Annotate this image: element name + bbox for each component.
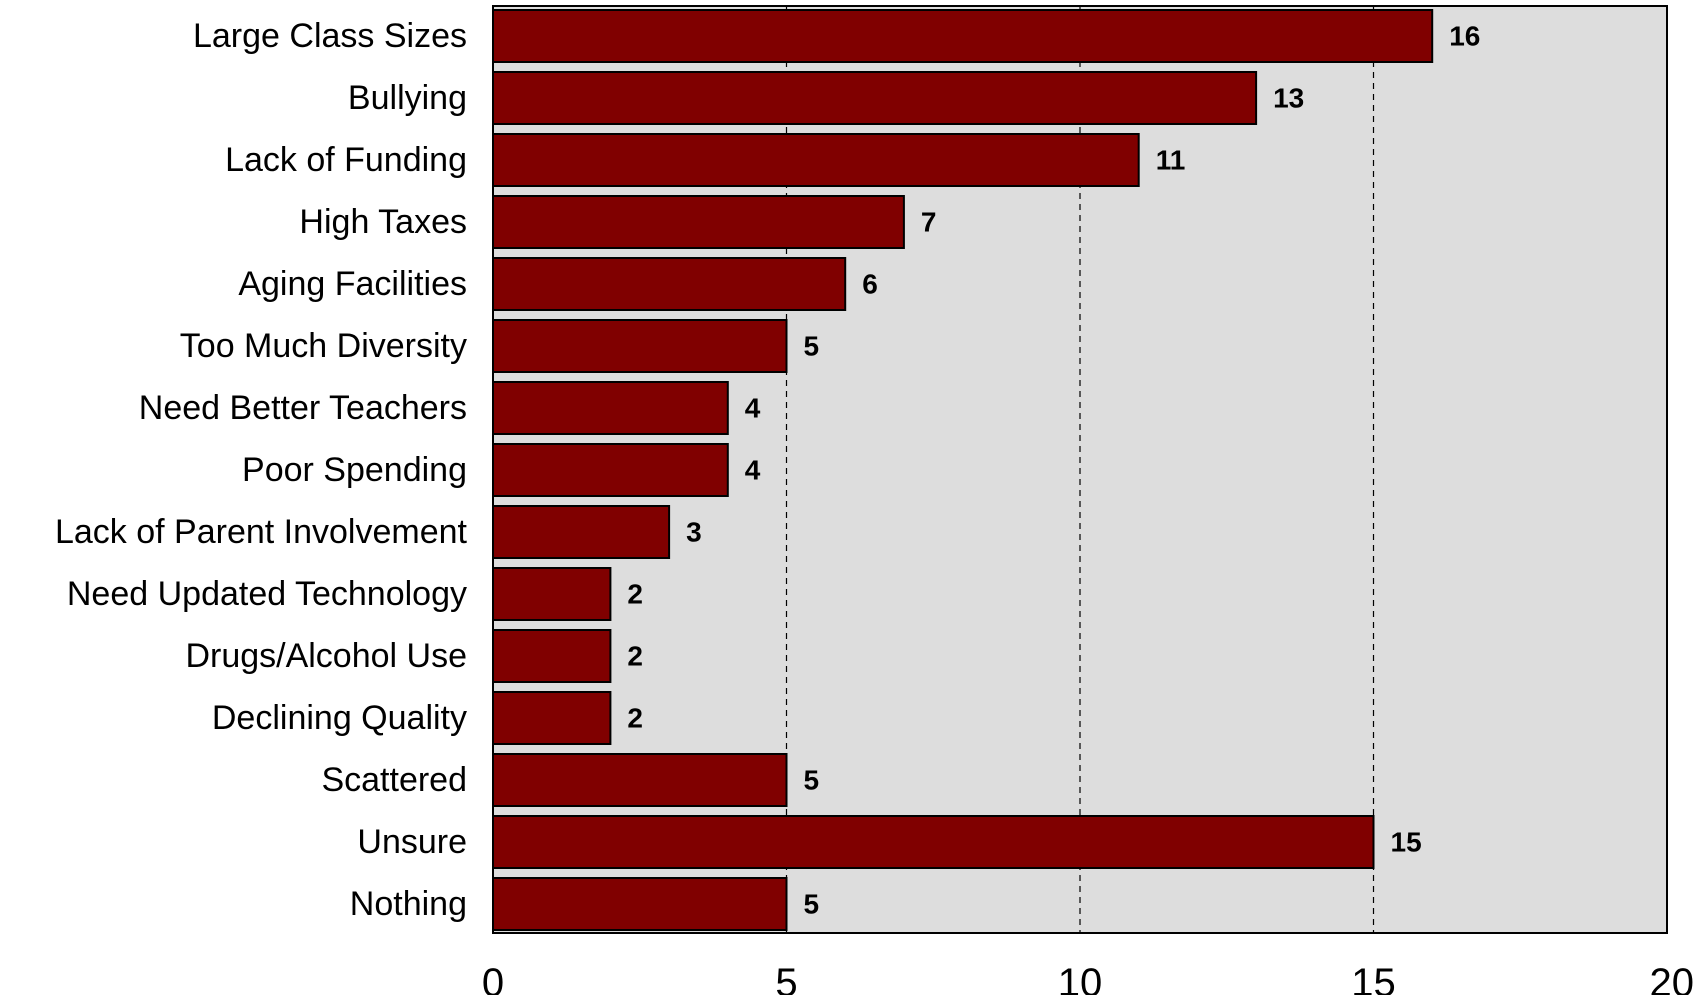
bars-group bbox=[492, 9, 1434, 931]
bar bbox=[492, 877, 788, 931]
category-label: Unsure bbox=[357, 823, 467, 861]
bar bbox=[492, 815, 1375, 869]
data-label: 5 bbox=[804, 765, 820, 796]
bar bbox=[492, 257, 847, 311]
category-label: Scattered bbox=[321, 761, 467, 799]
category-label: Need Updated Technology bbox=[67, 575, 467, 613]
data-label: 3 bbox=[686, 517, 702, 548]
category-label: Declining Quality bbox=[212, 699, 467, 737]
data-label: 16 bbox=[1449, 21, 1480, 52]
category-label: Lack of Parent Involvement bbox=[55, 513, 468, 551]
bar bbox=[492, 567, 612, 621]
x-tick-labels-group: 0 5 10 15 20 bbox=[482, 961, 1694, 995]
data-label: 11 bbox=[1156, 145, 1186, 176]
x-tick-label: 10 bbox=[1058, 961, 1103, 995]
bar bbox=[492, 381, 729, 435]
bar bbox=[492, 443, 729, 497]
x-tick-label: 5 bbox=[775, 961, 797, 995]
category-label: Too Much Diversity bbox=[180, 327, 467, 365]
category-label: Nothing bbox=[350, 885, 467, 923]
data-label: 2 bbox=[627, 579, 643, 610]
data-label: 4 bbox=[745, 455, 761, 486]
plot-frame-group bbox=[492, 5, 1668, 934]
plot-frame bbox=[492, 5, 1668, 934]
data-label: 2 bbox=[627, 641, 643, 672]
category-label: Poor Spending bbox=[242, 451, 467, 489]
data-label: 13 bbox=[1273, 83, 1304, 114]
category-labels-group: Large Class Sizes Bullying Lack of Funding… bbox=[55, 17, 468, 923]
category-label: Bullying bbox=[348, 79, 467, 117]
bar bbox=[492, 9, 1434, 63]
category-label: High Taxes bbox=[299, 203, 467, 241]
data-label: 2 bbox=[627, 703, 643, 734]
bar bbox=[492, 319, 788, 373]
bar bbox=[492, 753, 788, 807]
x-tick-label: 0 bbox=[482, 961, 504, 995]
data-label: 5 bbox=[804, 889, 820, 920]
data-label: 4 bbox=[745, 393, 761, 424]
x-tick-label: 20 bbox=[1650, 961, 1695, 995]
bar bbox=[492, 629, 612, 683]
category-label: Large Class Sizes bbox=[193, 17, 467, 55]
x-tick-label: 15 bbox=[1351, 961, 1396, 995]
data-label: 7 bbox=[921, 207, 937, 238]
data-label: 5 bbox=[804, 331, 820, 362]
data-label: 6 bbox=[862, 269, 878, 300]
category-label: Lack of Funding bbox=[225, 141, 467, 179]
data-label: 15 bbox=[1391, 827, 1422, 858]
category-label: Aging Facilities bbox=[238, 265, 467, 303]
bar bbox=[492, 505, 671, 559]
category-label: Need Better Teachers bbox=[139, 389, 467, 427]
bar bbox=[492, 195, 905, 249]
bar bbox=[492, 71, 1258, 125]
bar bbox=[492, 691, 612, 745]
category-label: Drugs/Alcohol Use bbox=[185, 637, 467, 675]
bar bbox=[492, 133, 1140, 187]
